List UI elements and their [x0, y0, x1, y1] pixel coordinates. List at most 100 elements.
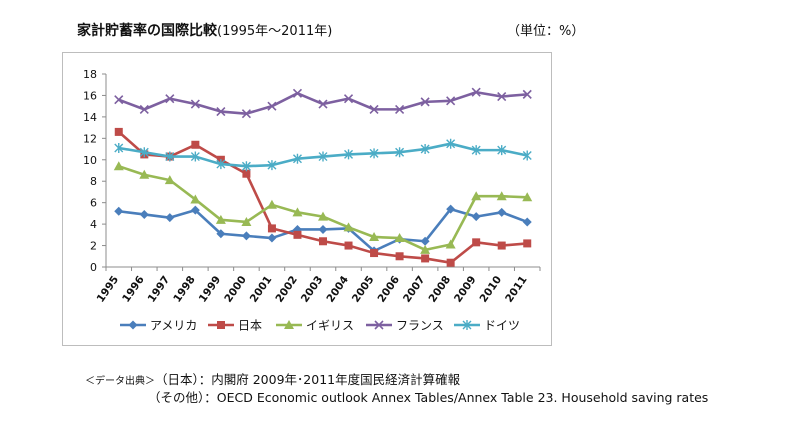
- data-point-2-2: [164, 175, 175, 185]
- data-point-0-13: [446, 204, 456, 214]
- data-point-3-11: [395, 104, 405, 114]
- source-line-japan: （日本）：内閣府 2009年･2011年度国民経済計算確報: [155, 372, 461, 387]
- x-tick-label: 2003: [299, 274, 326, 305]
- y-tick-label: 10: [83, 154, 97, 167]
- data-point-4-8: [318, 151, 328, 162]
- x-tick-label: 2002: [273, 274, 300, 305]
- data-point-4-11: [395, 147, 405, 158]
- data-point-3-7: [292, 88, 303, 98]
- data-point-4-3: [190, 151, 200, 162]
- data-point-3-2: [165, 94, 175, 104]
- x-tick-label: 2006: [375, 274, 402, 305]
- data-point-3-8: [318, 99, 328, 109]
- data-point-4-2: [165, 151, 175, 162]
- data-point-0-2: [165, 213, 175, 223]
- source-note-japan: ＜データ出典＞（日本）：内閣府 2009年･2011年度国民経済計算確報: [85, 369, 460, 388]
- data-point-2-11: [394, 233, 405, 243]
- data-point-3-4: [216, 106, 226, 117]
- data-point-1-16: [523, 239, 532, 248]
- data-point-3-9: [343, 94, 354, 104]
- y-tick-label: 4: [90, 218, 97, 231]
- legend-label-3: フランス: [396, 319, 444, 333]
- x-tick-label: 1998: [171, 274, 198, 305]
- chart-title-range: (1995年～2011年): [217, 24, 333, 39]
- data-point-4-12: [420, 144, 430, 155]
- unit-label: （単位：%）: [507, 24, 585, 39]
- data-point-0-15: [497, 207, 507, 217]
- data-point-1-6: [267, 224, 276, 233]
- x-tick-label: 2011: [503, 274, 530, 305]
- data-point-2-0: [113, 161, 124, 171]
- data-point-2-4: [215, 214, 226, 224]
- data-point-4-7: [292, 153, 302, 164]
- data-point-2-10: [369, 231, 380, 241]
- y-tick-label: 14: [83, 111, 97, 124]
- data-point-1-5: [242, 169, 251, 178]
- data-point-2-9: [343, 222, 354, 232]
- data-point-3-5: [241, 109, 251, 119]
- data-point-4-5: [241, 161, 251, 172]
- x-tick-label: 2005: [350, 274, 377, 305]
- data-point-3-13: [446, 96, 456, 106]
- x-tick-label: 2008: [427, 274, 454, 305]
- data-point-3-14: [471, 87, 481, 97]
- legend-marker-0: [128, 320, 138, 330]
- data-point-4-6: [267, 160, 277, 171]
- legend-label-4: ドイツ: [484, 319, 520, 333]
- legend-marker-2: [284, 320, 294, 329]
- data-point-0-6: [267, 233, 277, 243]
- y-tick-label: 6: [90, 197, 97, 210]
- data-point-1-0: [114, 127, 123, 136]
- data-point-0-0: [114, 206, 124, 216]
- data-point-0-16: [522, 217, 532, 227]
- data-point-3-6: [267, 101, 277, 111]
- x-tick-label: 2000: [222, 274, 249, 305]
- data-point-1-9: [344, 241, 353, 250]
- chart-title: 家計貯蓄率の国際比較(1995年～2011年): [77, 20, 332, 40]
- data-point-0-1: [139, 209, 149, 219]
- data-point-4-4: [216, 159, 226, 170]
- x-tick-label: 1995: [95, 274, 122, 305]
- y-tick-label: 12: [83, 132, 97, 145]
- data-point-4-14: [471, 145, 481, 156]
- y-tick-label: 18: [83, 68, 97, 81]
- chart-title-main: 家計貯蓄率の国際比較: [77, 23, 217, 39]
- x-tick-label: 2009: [452, 274, 479, 305]
- data-point-4-0: [114, 142, 124, 153]
- source-note-others: （その他）：OECD Economic outlook Annex Tables…: [148, 390, 709, 405]
- source-tag: ＜データ出典＞: [85, 376, 155, 387]
- legend-label-0: アメリカ: [150, 319, 197, 333]
- legend-marker-4: [462, 320, 472, 330]
- data-point-1-13: [446, 258, 455, 267]
- x-tick-label: 2007: [401, 274, 428, 305]
- data-point-3-3: [190, 99, 200, 109]
- data-point-0-3: [190, 205, 200, 215]
- y-tick-label: 2: [90, 240, 97, 253]
- data-point-3-0: [114, 95, 124, 105]
- x-tick-label: 2001: [248, 274, 275, 305]
- data-point-1-7: [293, 230, 302, 239]
- legend-marker-1: [217, 321, 225, 329]
- x-tick-label: 2010: [478, 274, 505, 305]
- data-point-2-8: [318, 211, 328, 221]
- legend-label-2: イギリス: [306, 319, 354, 333]
- legend-marker-3: [374, 320, 384, 330]
- data-point-1-11: [395, 252, 404, 261]
- data-point-4-15: [497, 145, 507, 156]
- data-point-4-1: [139, 147, 149, 158]
- chart-frame: [62, 52, 552, 346]
- data-point-4-13: [446, 138, 456, 149]
- data-point-2-16: [522, 192, 533, 202]
- data-point-2-12: [420, 244, 431, 254]
- data-point-0-12: [420, 236, 430, 246]
- data-point-4-10: [369, 148, 379, 159]
- data-point-3-10: [369, 104, 379, 114]
- x-tick-label: 1996: [120, 274, 147, 305]
- data-point-3-1: [139, 104, 149, 114]
- data-point-2-1: [139, 169, 150, 179]
- data-point-2-5: [241, 216, 252, 226]
- data-point-2-6: [266, 199, 277, 209]
- y-tick-label: 8: [90, 175, 97, 188]
- data-point-1-10: [370, 249, 379, 258]
